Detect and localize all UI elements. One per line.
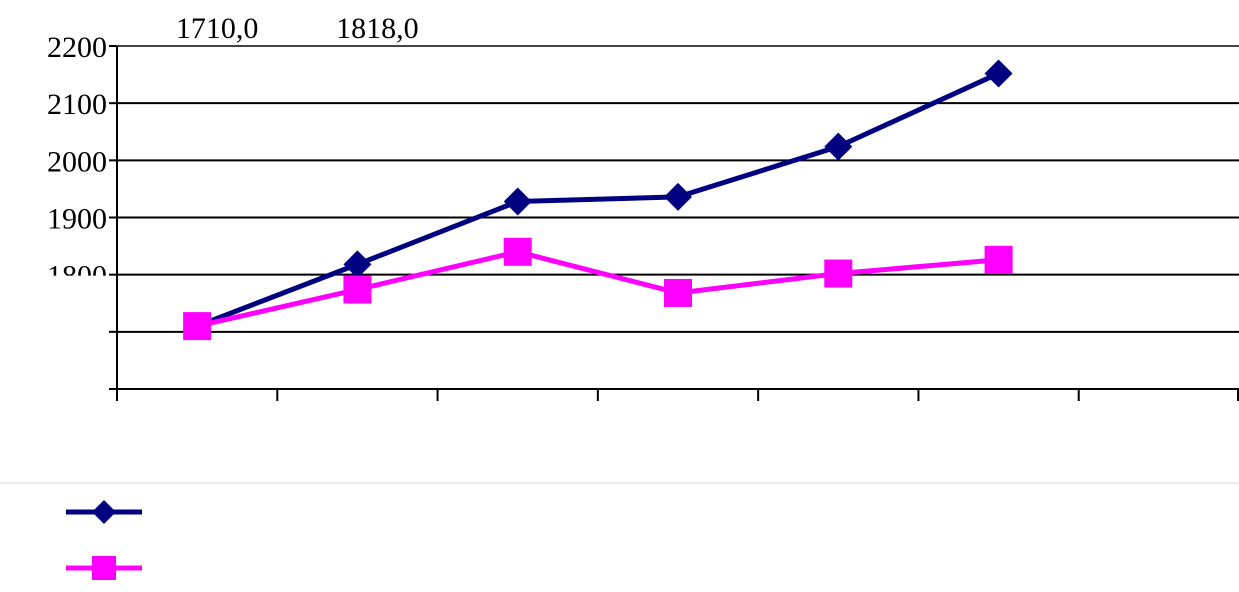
data-point-square (343, 275, 372, 304)
series-line-1 (196, 71, 1000, 329)
y-tick-label: 2100 (47, 88, 107, 121)
axes (109, 45, 1239, 401)
y-tick-label: 2200 (47, 31, 107, 64)
y-tick-label: 2000 (47, 145, 107, 178)
data-point-diamond (503, 187, 532, 216)
data-point-square (183, 312, 212, 341)
label-occluder (0, 275, 108, 296)
legend-marker-square (92, 556, 116, 580)
series (183, 59, 1013, 341)
legend (66, 500, 142, 580)
data-point-diamond (984, 59, 1013, 88)
data-point-square (984, 245, 1013, 274)
data-point-diamond (343, 250, 372, 279)
series-line-2 (196, 249, 999, 329)
y-tick-label: 1900 (47, 203, 107, 236)
legend-marker-diamond (92, 500, 116, 524)
data-point-square (503, 237, 532, 266)
data-point-square (664, 278, 692, 307)
data-point-square (824, 259, 853, 288)
data-label: 1710,0 (176, 12, 259, 45)
data-point-diamond (664, 182, 692, 211)
data-labels: 1710,0 1818,0 (176, 12, 419, 45)
data-point-diamond (824, 132, 853, 161)
y-tick-labels: 22002100200019001800 (0, 31, 108, 296)
data-label: 1818,0 (336, 12, 419, 45)
